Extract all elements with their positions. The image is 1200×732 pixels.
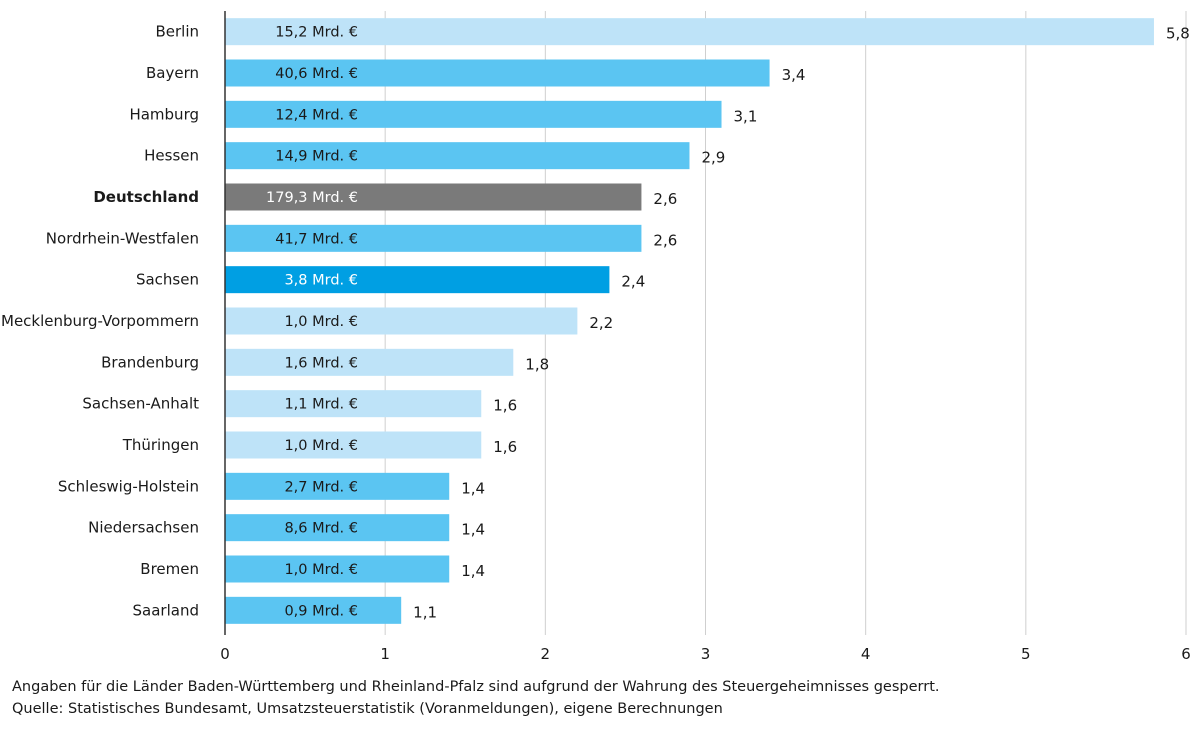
category-label: Bayern	[146, 64, 199, 82]
bar-amount-label: 179,3 Mrd. €	[266, 190, 358, 206]
footnote-source: Quelle: Statistisches Bundesamt, Umsatzs…	[12, 701, 723, 717]
category-label: Nordrhein-Westfalen	[46, 229, 199, 247]
bar-amount-label: 40,6 Mrd. €	[275, 66, 358, 82]
x-tick-label: 3	[701, 645, 711, 663]
bar-amount-label: 0,9 Mrd. €	[284, 603, 358, 619]
bar-berlin	[225, 18, 1154, 46]
bar-sachsen	[225, 266, 610, 294]
value-label: 1,6	[493, 438, 517, 456]
value-label: 2,4	[621, 273, 645, 291]
bar-thüringen	[225, 431, 482, 459]
x-tick-label: 4	[861, 645, 871, 663]
value-label: 3,4	[782, 66, 806, 84]
value-label: 1,6	[493, 397, 517, 415]
category-label: Schleswig-Holstein	[58, 477, 199, 495]
category-label: Berlin	[155, 23, 199, 41]
bar-amount-label: 3,8 Mrd. €	[284, 273, 358, 289]
value-label: 2,6	[653, 231, 677, 249]
category-label: Hessen	[144, 147, 199, 165]
value-label: 1,1	[413, 603, 437, 621]
x-tick-label: 0	[220, 645, 230, 663]
category-label: Thüringen	[122, 436, 199, 454]
bar-chart: 0 1 2 3 4 5 6 Berlin 15,2 Mrd. € 5,8 Bayern 40,6 Mr…	[1, 11, 1191, 663]
bar-schleswig-holstein	[225, 472, 450, 500]
x-tick-label: 6	[1181, 645, 1191, 663]
bar-amount-label: 1,0 Mrd. €	[284, 562, 358, 578]
category-label: Sachsen-Anhalt	[82, 395, 199, 413]
bar-bayern	[225, 59, 770, 87]
value-label: 2,6	[653, 190, 677, 208]
category-label: Sachsen	[136, 271, 199, 289]
bar-amount-label: 2,7 Mrd. €	[284, 479, 358, 495]
value-label: 5,8	[1166, 25, 1190, 43]
value-label: 3,1	[734, 107, 758, 125]
bar-nordrhein-westfalen	[225, 224, 642, 252]
bar-hessen	[225, 142, 690, 170]
category-label: Bremen	[140, 560, 199, 578]
footnote-note: Angaben für die Länder Baden-Württemberg…	[12, 679, 940, 695]
bar-amount-label: 12,4 Mrd. €	[275, 107, 358, 123]
bar-amount-label: 14,9 Mrd. €	[275, 149, 358, 165]
bar-amount-label: 1,1 Mrd. €	[284, 397, 358, 413]
category-label: Deutschland	[93, 188, 199, 206]
value-label: 1,4	[461, 562, 485, 580]
value-label: 2,2	[589, 314, 613, 332]
x-tick-label: 1	[380, 645, 390, 663]
bar-amount-label: 1,0 Mrd. €	[284, 314, 358, 330]
bar-mecklenburg-vorpommern	[225, 307, 578, 335]
bar-amount-label: 1,6 Mrd. €	[284, 355, 358, 371]
bar-saarland	[225, 596, 402, 624]
bar-sachsen-anhalt	[225, 390, 482, 418]
x-tick-label: 2	[541, 645, 551, 663]
value-label: 1,4	[461, 479, 485, 497]
value-label: 1,8	[525, 355, 549, 373]
x-tick-label: 5	[1021, 645, 1031, 663]
bar-amount-label: 41,7 Mrd. €	[275, 231, 358, 247]
category-label: Brandenburg	[101, 353, 199, 371]
value-label: 1,4	[461, 521, 485, 539]
category-label: Saarland	[133, 601, 199, 619]
bar-bremen	[225, 555, 450, 583]
value-label: 2,9	[701, 149, 725, 167]
category-label: Niedersachsen	[88, 519, 199, 537]
category-label: Mecklenburg-Vorpommern	[1, 312, 199, 330]
bar-brandenburg	[225, 348, 514, 376]
bar-hamburg	[225, 100, 722, 128]
bar-amount-label: 15,2 Mrd. €	[275, 25, 358, 41]
bar-amount-label: 1,0 Mrd. €	[284, 438, 358, 454]
bar-amount-label: 8,6 Mrd. €	[284, 521, 358, 537]
bar-deutschland	[225, 183, 642, 211]
bar-niedersachsen	[225, 514, 450, 542]
category-label: Hamburg	[129, 105, 199, 123]
